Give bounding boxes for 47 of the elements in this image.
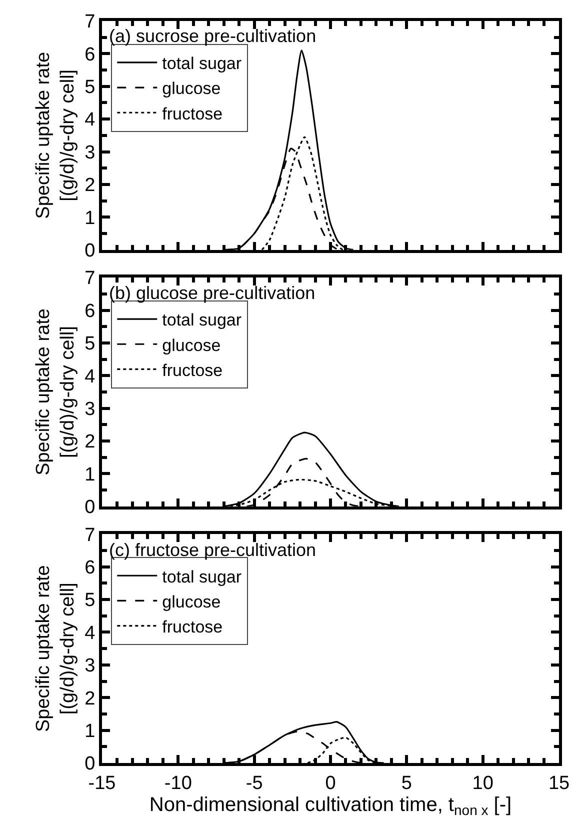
- y-tick-label: 7: [84, 524, 96, 546]
- x-axis-title: Non-dimensional cultivation time, t$_{non x}$ [-]: [149, 794, 512, 818]
- legend-label: fructose: [162, 617, 223, 636]
- y-tick-label: 3: [84, 656, 96, 677]
- y-tick-label: 6: [84, 44, 96, 66]
- y-tick-label: 0: [84, 497, 96, 518]
- chart-title: (b) glucose pre-cultivation: [109, 283, 316, 303]
- y-tick-label: 0: [84, 754, 96, 775]
- x-tick-label: -5: [246, 772, 263, 794]
- x-tick-label: -10: [164, 772, 192, 794]
- y-tick-label: 3: [84, 142, 96, 164]
- legend-label: glucose: [162, 79, 221, 98]
- y-tick-label: 5: [84, 77, 96, 98]
- chart-title: (a) sucrose pre-cultivation: [109, 26, 316, 46]
- x-tick-label: 5: [401, 772, 412, 794]
- y-tick-label: 1: [84, 208, 96, 229]
- y-axis-title: Specific uptake rate [(g/d)/g-dry cell]: [32, 565, 78, 732]
- y-tick-label: 6: [84, 300, 96, 322]
- legend-label: glucose: [162, 592, 221, 612]
- y-tick-label: 2: [84, 688, 96, 710]
- x-tick-label: -15: [88, 772, 116, 794]
- y-tick-label: 5: [84, 590, 96, 612]
- y-tick-label: 6: [84, 558, 96, 579]
- y-tick-label: 3: [84, 398, 96, 420]
- y-tick-label: 7: [84, 268, 96, 290]
- x-tick-label: 10: [472, 772, 494, 794]
- legend-label: glucose: [162, 336, 221, 355]
- y-tick-label: 7: [84, 12, 96, 33]
- y-tick-label: 2: [84, 175, 96, 196]
- legend-label: total sugar: [162, 567, 242, 586]
- legend-label: total sugar: [162, 310, 242, 330]
- y-tick-label: 1: [84, 464, 96, 486]
- legend-label: fructose: [162, 104, 223, 124]
- y-tick-label: 4: [84, 110, 96, 131]
- y-tick-label: 1: [84, 720, 96, 742]
- x-tick-label: 15: [548, 772, 570, 794]
- y-axis-title: Specific uptake rate [(g/d)/g-dry cell]: [32, 308, 78, 476]
- x-tick-label: 0: [325, 772, 336, 794]
- y-tick-label: 5: [84, 334, 96, 355]
- chart-title: (c) fructose pre-cultivation: [109, 540, 316, 560]
- y-axis-title: Specific uptake rate [(g/d)/g-dry cell]: [32, 52, 78, 219]
- y-tick-label: 2: [84, 432, 96, 453]
- y-tick-label: 0: [84, 240, 96, 262]
- legend-label: total sugar: [162, 54, 242, 74]
- y-tick-label: 4: [84, 366, 96, 388]
- legend-label: fructose: [162, 360, 223, 380]
- y-tick-label: 4: [84, 622, 96, 644]
